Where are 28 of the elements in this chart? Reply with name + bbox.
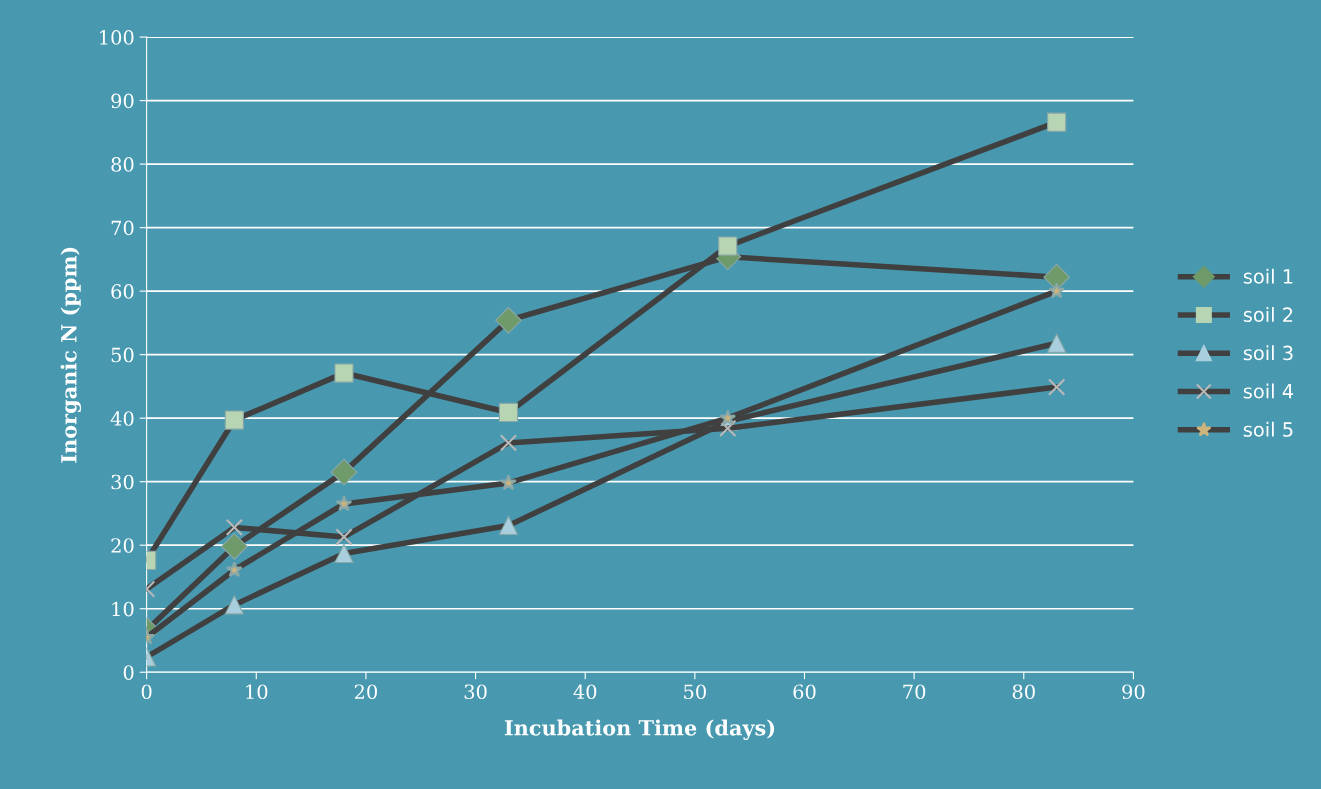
y-axis-title: Inorganic N (ppm): [60, 247, 82, 463]
x-tick-label: 30: [464, 684, 487, 700]
x-tick-label: 70: [903, 684, 926, 700]
y-tick-label: 10: [112, 601, 134, 617]
x-tick-label: 60: [793, 684, 816, 700]
legend-label: soil 2: [1243, 306, 1293, 323]
x-tick-label: 0: [141, 684, 152, 700]
y-tick-label: 70: [111, 220, 134, 236]
y-tick-label: 60: [111, 284, 134, 299]
legend-label: soil 1: [1243, 268, 1293, 284]
legend-label: soil 3: [1243, 345, 1293, 361]
x-tick-label: 80: [1012, 684, 1035, 700]
x-tick-label: 40: [573, 684, 597, 700]
y-tick-label: 20: [111, 538, 134, 553]
y-tick-label: 0: [123, 665, 134, 680]
legend-label: soil 4: [1243, 383, 1294, 399]
x-tick-label: 90: [1122, 684, 1145, 700]
x-axis-title: Incubation Time (days): [504, 719, 775, 740]
y-tick-label: 40: [110, 411, 134, 426]
x-tick-label: 10: [246, 684, 268, 700]
y-tick-label: 50: [111, 347, 134, 363]
legend-label: soil 5: [1243, 421, 1293, 437]
x-tick-label: 50: [684, 684, 706, 700]
y-tick-label: 30: [111, 474, 134, 490]
x-tick-label: 20: [354, 684, 377, 700]
y-tick-label: 80: [111, 157, 134, 172]
y-tick-label: 100: [100, 30, 134, 45]
y-tick-label: 90: [111, 93, 134, 109]
